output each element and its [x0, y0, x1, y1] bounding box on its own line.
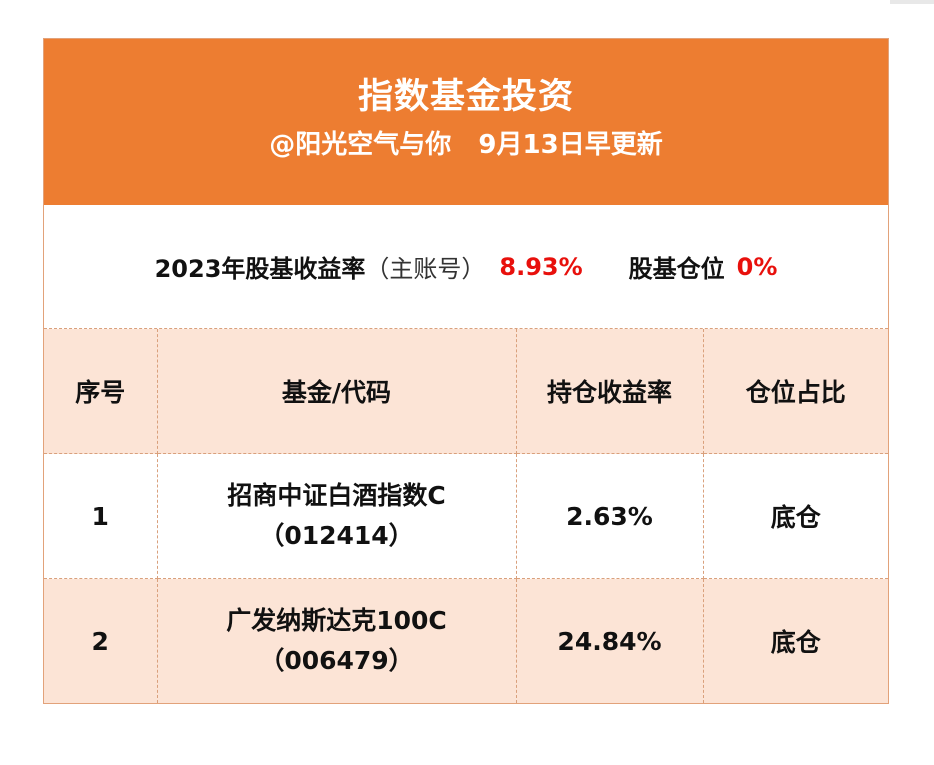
- table-header-row: 序号 基金/代码 持仓收益率 仓位占比: [44, 329, 888, 454]
- report-header: 指数基金投资 @阳光空气与你 9月13日早更新: [44, 39, 888, 205]
- holdings-table: 序号 基金/代码 持仓收益率 仓位占比 1 招商中证白酒指数C （012414）…: [44, 329, 888, 703]
- annual-return-label: 2023年股基收益率: [154, 255, 366, 283]
- fund-code: （012414）: [259, 521, 414, 550]
- row-index: 1: [44, 453, 158, 579]
- fund-code: （006479）: [259, 646, 414, 675]
- position-share: 底仓: [703, 453, 888, 579]
- report-subtitle: @阳光空气与你 9月13日早更新: [269, 130, 663, 160]
- fund-cell: 广发纳斯达克100C （006479）: [157, 578, 517, 703]
- position-share: 底仓: [703, 578, 888, 703]
- report-title: 指数基金投资: [357, 77, 574, 117]
- holding-return: 2.63%: [516, 453, 704, 579]
- column-header-fund: 基金/代码: [157, 329, 517, 454]
- summary-bar: 2023年股基收益率 （主账号） 8.93% 股基仓位 0%: [44, 205, 888, 329]
- table-row: 2 广发纳斯达克100C （006479） 24.84% 底仓: [44, 578, 888, 703]
- fund-name: 广发纳斯达克100C: [226, 606, 447, 635]
- annual-return-value: 8.93%: [499, 252, 583, 281]
- holding-return: 24.84%: [516, 578, 704, 703]
- corner-decoration: [890, 0, 934, 4]
- position-label: 股基仓位: [628, 255, 725, 283]
- column-header-return: 持仓收益率: [516, 329, 704, 454]
- fund-cell: 招商中证白酒指数C （012414）: [157, 453, 517, 579]
- row-index: 2: [44, 578, 158, 703]
- column-header-position: 仓位占比: [703, 329, 888, 454]
- fund-name: 招商中证白酒指数C: [227, 481, 446, 510]
- account-note: （主账号）: [365, 255, 486, 283]
- fund-report-card: 指数基金投资 @阳光空气与你 9月13日早更新 2023年股基收益率 （主账号）…: [43, 38, 889, 704]
- table-row: 1 招商中证白酒指数C （012414） 2.63% 底仓: [44, 453, 888, 579]
- position-value: 0%: [736, 252, 778, 281]
- column-header-index: 序号: [44, 329, 158, 454]
